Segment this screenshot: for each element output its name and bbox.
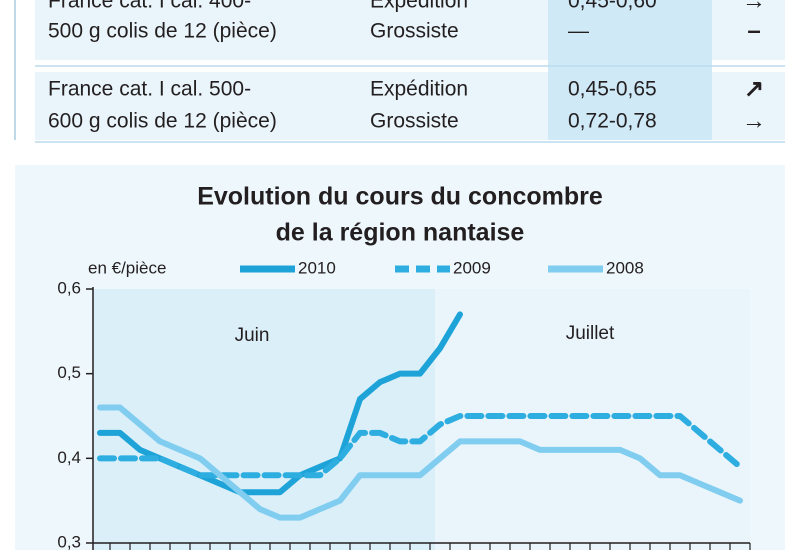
y-tick-label: 0,5: [57, 363, 81, 382]
table-cell: 0,72-0,78: [568, 110, 657, 133]
y-tick-label: 0,6: [57, 278, 81, 297]
table-cell: 500 g colis de 12 (pièce): [48, 20, 277, 43]
table-cell: Expédition: [370, 0, 468, 13]
month-band: [93, 289, 435, 550]
table-cell: France cat. I cal. 400-: [48, 0, 251, 13]
chart-title: Evolution du cours du concombre: [197, 183, 603, 211]
table-cell: —: [568, 20, 589, 43]
table-cell: 0,45-0,65: [568, 78, 657, 101]
legend-label: 2008: [606, 258, 644, 277]
table-cell: –: [747, 17, 760, 44]
table-cell: Grossiste: [370, 110, 459, 133]
table-cell: France cat. I cal. 500-: [48, 78, 251, 101]
price-column: [548, 0, 712, 140]
series-line: [97, 404, 743, 521]
table: France cat. I cal. 400- 500 g colis de 12…: [48, 0, 766, 134]
legend-label: 2010: [298, 258, 336, 277]
table-cell: ↗: [744, 75, 764, 102]
y-tick-label: 0,3: [57, 532, 81, 550]
y-tick-label: 0,4: [57, 448, 81, 467]
table-cell: Expédition: [370, 78, 468, 101]
table-cell: Grossiste: [370, 20, 459, 43]
chart: 0,3 0,4 0,5 0,6 2010 2009 2008: [57, 258, 751, 550]
table-cell: →: [742, 107, 766, 134]
y-axis-label: en €/pièce: [88, 258, 166, 277]
legend-label: 2009: [453, 258, 491, 277]
month-band: [435, 289, 750, 550]
chart-title: de la région nantaise: [276, 219, 525, 247]
month-label: Juillet: [566, 323, 615, 344]
table-cell: 600 g colis de 12 (pièce): [48, 110, 277, 133]
month-label: Juin: [235, 325, 270, 346]
table-cell: 0,45-0,60: [568, 0, 657, 13]
table-cell: →: [742, 0, 766, 14]
series-line: [97, 413, 743, 479]
